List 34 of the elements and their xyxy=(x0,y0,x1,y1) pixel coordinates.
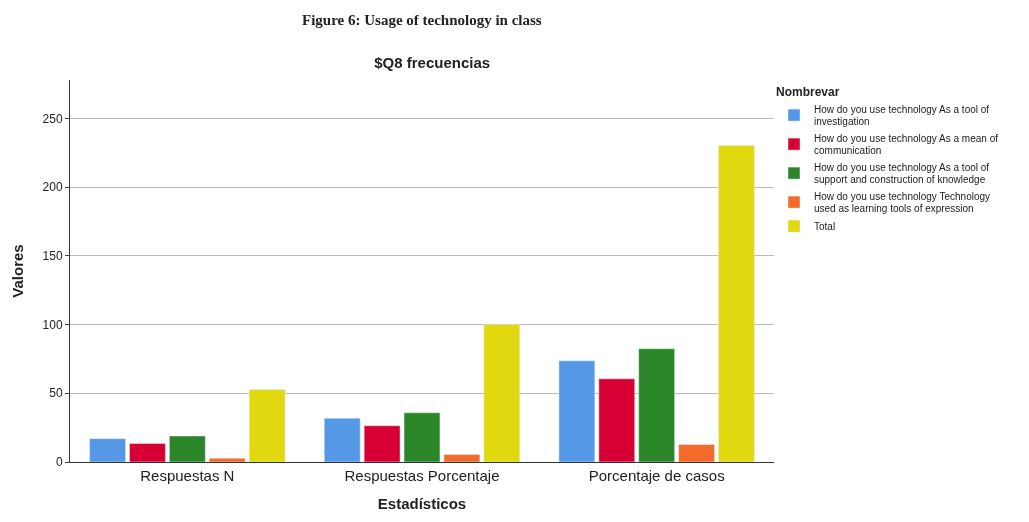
bar xyxy=(363,425,401,462)
bar xyxy=(598,378,635,462)
x-tick-label: Respuestas Porcentaje xyxy=(344,467,500,484)
y-axis-title: Valores xyxy=(8,244,26,298)
legend-label: How do you use technology Technology used as learning tools of expression xyxy=(814,190,991,215)
legend-title: Nombrevar xyxy=(776,84,840,99)
legend-label: Total xyxy=(814,221,836,232)
y-tick-label: 0 xyxy=(55,455,63,470)
legend-label: How do you use technology As a mean of communication xyxy=(814,132,999,157)
bar xyxy=(678,444,715,462)
chart-title: $Q8 frecuencias xyxy=(374,53,491,71)
bar xyxy=(483,324,520,462)
x-axis-title: Estadísticos xyxy=(377,495,467,512)
bar xyxy=(209,458,246,462)
legend-label: How do you use technology As a tool of support and construction of knowledge xyxy=(814,161,990,186)
bar xyxy=(403,412,441,462)
bar xyxy=(324,418,361,462)
x-tick-label: Respuestas N xyxy=(140,467,235,484)
bar xyxy=(718,145,755,462)
bar xyxy=(443,454,481,462)
y-tick-label: 100 xyxy=(42,317,63,332)
y-tick-label: 150 xyxy=(42,249,63,264)
bar xyxy=(638,348,675,462)
bar xyxy=(558,360,596,462)
y-tick-label: 50 xyxy=(49,386,63,401)
bar xyxy=(248,389,286,462)
y-tick-label: 250 xyxy=(42,111,63,126)
legend-label: How do you use technology As a tool of investigation xyxy=(814,103,990,128)
bar xyxy=(129,443,166,462)
caption: Figure 6: Usage of technology in class xyxy=(302,12,542,28)
x-tick-label: Porcentaje de casos xyxy=(588,467,725,484)
y-tick-label: 200 xyxy=(42,180,63,195)
bar xyxy=(169,435,206,462)
bar xyxy=(89,438,126,462)
